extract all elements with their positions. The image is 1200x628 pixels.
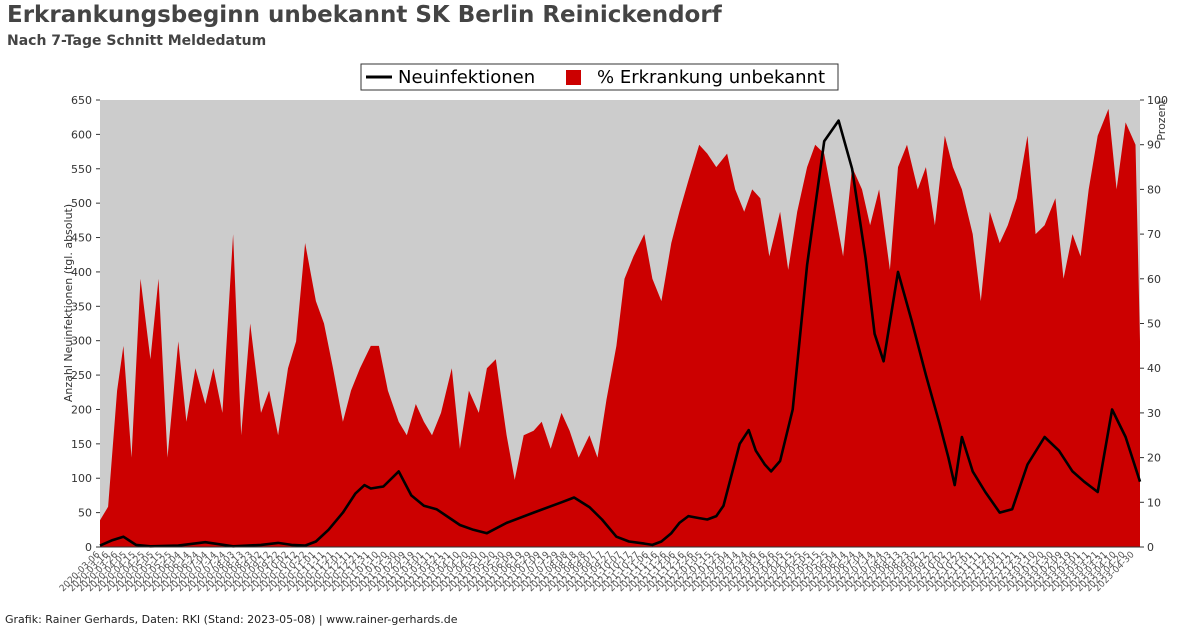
chart-title: Erkrankungsbeginn unbekannt SK Berlin Re… [7,2,722,28]
legend-area-swatch [566,70,581,85]
y-left-tick-label: 50 [78,507,92,520]
y-axis-right-label: Prozent [1155,99,1168,141]
y-left-tick-label: 550 [71,163,92,176]
series-area-erkrankung-unbekannt [100,108,1140,548]
y-right-tick-label: 60 [1147,273,1161,286]
footer-credit: Grafik: Rainer Gerhards, Daten: RKI (Sta… [5,613,458,626]
legend-box [360,63,839,91]
y-left-tick-label: 400 [71,266,92,279]
y-left-tick-label: 100 [71,472,92,485]
legend-label-erkrankung-unbekannt: % Erkrankung unbekannt [597,67,825,88]
y-right-tick-label: 40 [1147,362,1161,375]
y-left-tick-label: 200 [71,403,92,416]
legend-label-neuinfektionen: Neuinfektionen [398,67,535,88]
y-right-tick-label: 0 [1147,541,1154,554]
y-right-tick-label: 100 [1147,94,1168,107]
chart-subtitle: Nach 7-Tage Schnitt Meldedatum [7,33,267,49]
y-left-tick-label: 300 [71,335,92,348]
y-left-tick-label: 500 [71,197,92,210]
y-left-tick-label: 600 [71,128,92,141]
y-left-tick-label: 350 [71,300,92,313]
y-left-tick-label: 0 [85,541,92,554]
y-left-tick-label: 450 [71,232,92,245]
y-right-tick-label: 20 [1147,452,1161,465]
legend: Neuinfektionen % Erkrankung unbekannt [360,63,839,91]
y-right-tick-label: 70 [1147,228,1161,241]
y-right-tick-label: 10 [1147,496,1161,509]
y-right-tick-label: 90 [1147,139,1161,152]
y-right-tick-label: 30 [1147,407,1161,420]
y-right-tick-label: 80 [1147,183,1161,196]
y-left-tick-label: 650 [71,94,92,107]
y-left-tick-label: 150 [71,438,92,451]
y-left-tick-label: 250 [71,369,92,382]
series-line-neuinfektionen [99,119,1142,548]
y-axis-left-label: Anzahl Neuinfektionen (tgl. absolut) [62,204,75,402]
y-right-tick-label: 50 [1147,318,1161,331]
